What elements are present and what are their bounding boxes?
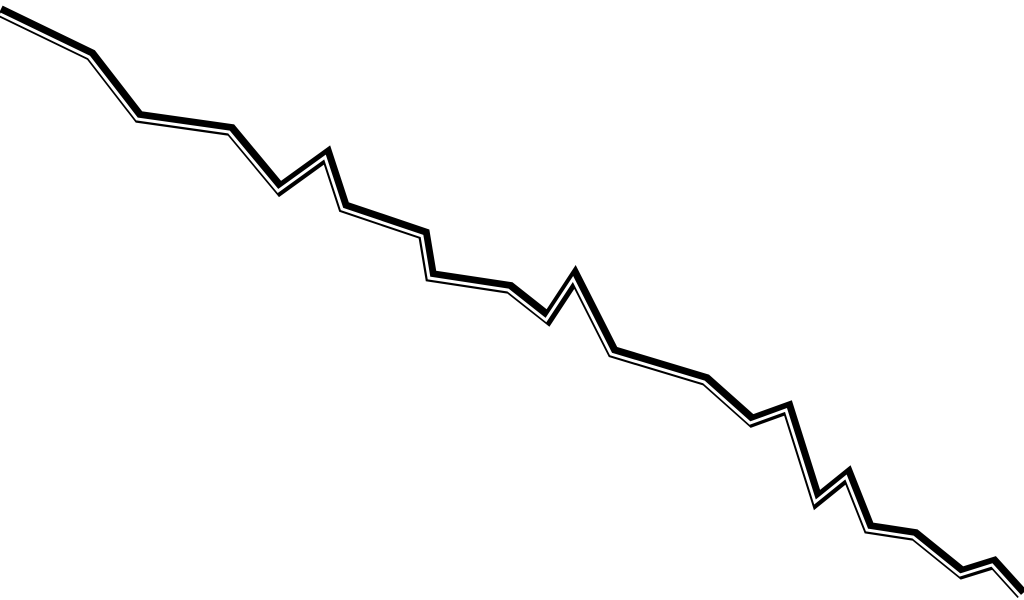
- jagged-line-inner-gap: [0, 12, 1022, 598]
- jagged-line-outer-stroke: [0, 5, 1024, 599]
